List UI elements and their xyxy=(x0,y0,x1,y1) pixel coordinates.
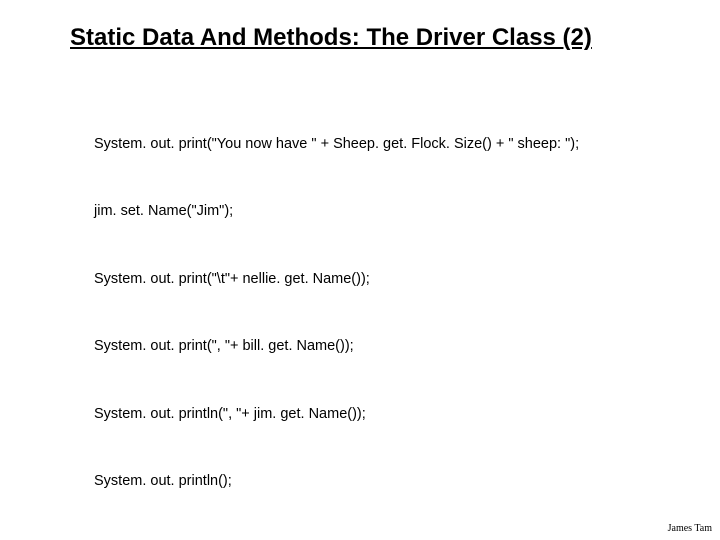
code-block: System. out. print("You now have " + She… xyxy=(62,88,579,540)
code-line: System. out. println(", "+ jim. get. Nam… xyxy=(62,403,579,425)
code-line: System. out. print(", "+ bill. get. Name… xyxy=(62,335,579,357)
code-line: System. out. println(); xyxy=(62,470,579,492)
code-line: jim. set. Name("Jim"); xyxy=(62,200,579,222)
footer-author: James Tam xyxy=(668,523,712,534)
code-line: System. out. print("You now have " + She… xyxy=(62,133,579,155)
slide-title: Static Data And Methods: The Driver Clas… xyxy=(70,24,592,52)
code-line: System. out. print("\t"+ nellie. get. Na… xyxy=(62,268,579,290)
slide: Static Data And Methods: The Driver Clas… xyxy=(0,0,720,540)
